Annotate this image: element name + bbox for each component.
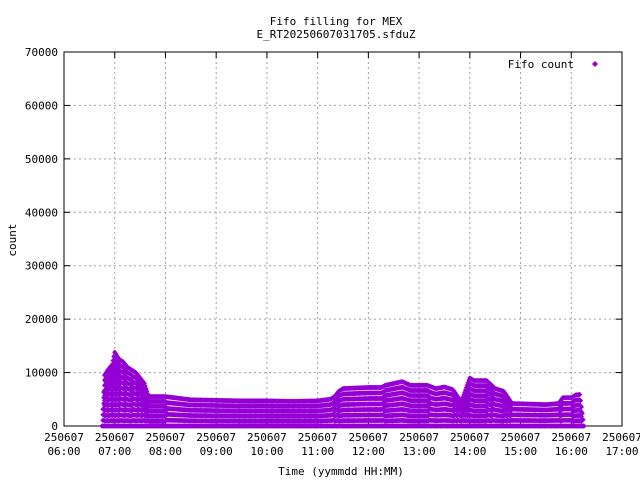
data-point [489, 408, 495, 414]
data-point [145, 402, 151, 408]
data-point [507, 413, 513, 419]
x-tick-label-time: 10:00 [250, 445, 283, 458]
x-tick-label-date: 250607 [95, 431, 135, 444]
x-tick-label-date: 250607 [196, 431, 236, 444]
series-fifo-count [99, 349, 587, 429]
x-tick-label-time: 12:00 [352, 445, 385, 458]
y-tick-label: 50000 [25, 153, 58, 166]
data-point [579, 410, 585, 416]
plot-frame [63, 51, 623, 427]
x-tick-label-date: 250607 [450, 431, 490, 444]
data-point [162, 413, 169, 419]
data-point [142, 383, 148, 389]
y-tick-label: 20000 [25, 313, 58, 326]
x-tick-label-time: 13:00 [403, 445, 436, 458]
x-tick-label-time: 11:00 [301, 445, 334, 458]
data-point [112, 371, 119, 377]
data-point [116, 387, 122, 393]
data-point [116, 382, 122, 388]
x-tick-label-date: 250607 [348, 431, 388, 444]
data-point [134, 402, 141, 409]
data-point [458, 404, 464, 410]
x-tick-label-time: 07:00 [98, 445, 131, 458]
data-point [451, 403, 457, 409]
y-tick-label: 10000 [25, 367, 58, 380]
legend-marker [592, 61, 598, 67]
x-tick-label-time: 17:00 [605, 445, 638, 458]
y-tick-label: 30000 [25, 260, 58, 273]
data-point [162, 403, 169, 410]
legend: Fifo count [508, 58, 598, 71]
chart-subtitle: E_RT20250607031705.sfduZ [257, 28, 416, 41]
x-tick-label-time: 15:00 [504, 445, 537, 458]
data-point [507, 408, 513, 414]
x-tick-label-date: 250607 [551, 431, 591, 444]
x-tick-label-time: 08:00 [149, 445, 182, 458]
legend-label: Fifo count [508, 58, 574, 71]
axis-ticks: 0 10000 20000 30000 40000 50000 60000 70000 2506… [25, 46, 640, 458]
data-point [122, 397, 128, 403]
data-point [484, 403, 490, 409]
x-tick-label-date: 250607 [501, 431, 541, 444]
data-point [501, 398, 507, 404]
data-point [380, 406, 387, 412]
data-point [489, 398, 495, 404]
data-point [466, 377, 472, 383]
data-point [578, 404, 585, 410]
data-point [577, 398, 584, 404]
data-point [116, 397, 122, 403]
data-point [581, 423, 587, 429]
x-axis-label: Time (yymmdd HH:MM) [278, 465, 404, 478]
data-point [569, 406, 575, 412]
y-tick-label: 0 [51, 420, 58, 433]
x-tick-label-time: 06:00 [47, 445, 80, 458]
data-point [507, 403, 513, 409]
grid-lines [64, 52, 622, 426]
data-point [484, 388, 490, 394]
x-tick-label-date: 250607 [602, 431, 640, 444]
y-tick-label: 40000 [25, 206, 58, 219]
data-point [122, 371, 128, 377]
data-point [578, 413, 585, 420]
data-point [556, 411, 563, 417]
data-point [451, 393, 457, 399]
data-point [116, 392, 122, 398]
x-tick-label-time: 16:00 [555, 445, 588, 458]
data-point [104, 385, 110, 391]
data-point [451, 398, 457, 404]
data-point [122, 382, 128, 388]
y-tick-label: 60000 [25, 99, 58, 112]
data-point [466, 387, 472, 394]
x-tick-label-time: 09:00 [200, 445, 233, 458]
data-point [122, 387, 128, 393]
data-point [143, 386, 149, 392]
x-tick-label-time: 14:00 [453, 445, 486, 458]
data-point [134, 397, 141, 403]
data-point [129, 392, 135, 398]
chart-title: Fifo filling for MEX [270, 15, 403, 28]
data-point [104, 379, 110, 385]
data-point [112, 366, 119, 372]
data-point [122, 392, 128, 398]
data-point [501, 393, 507, 399]
x-tick-label-date: 250607 [247, 431, 287, 444]
data-point [451, 408, 457, 414]
x-tick-label-date: 250607 [399, 431, 439, 444]
y-axis-label: count [6, 223, 19, 256]
data-point [501, 403, 507, 409]
data-point [577, 391, 583, 398]
data-point [335, 406, 341, 412]
data-point [129, 403, 135, 409]
x-tick-label-date: 250607 [44, 431, 84, 444]
x-tick-label-date: 250607 [146, 431, 186, 444]
data-point [556, 405, 563, 411]
data-point [580, 417, 586, 423]
y-tick-label: 70000 [25, 46, 58, 59]
x-tick-label-date: 250607 [298, 431, 338, 444]
